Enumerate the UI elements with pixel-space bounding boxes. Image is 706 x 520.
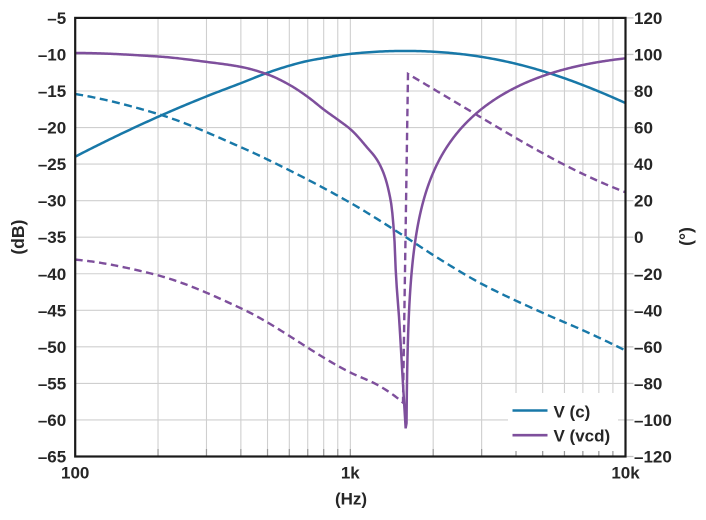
svg-text:–5: –5: [47, 9, 66, 28]
svg-text:–20: –20: [634, 265, 662, 284]
svg-text:20: 20: [634, 192, 653, 211]
svg-text:–50: –50: [38, 338, 66, 357]
svg-text:100: 100: [634, 45, 662, 64]
svg-text:60: 60: [634, 119, 653, 138]
svg-text:–30: –30: [38, 192, 66, 211]
svg-text:–100: –100: [634, 411, 672, 430]
svg-text:0: 0: [634, 228, 643, 247]
svg-text:–40: –40: [634, 301, 662, 320]
svg-text:–35: –35: [38, 228, 66, 247]
svg-text:V (vcd): V (vcd): [554, 427, 611, 446]
svg-text:(dB): (dB): [8, 220, 28, 255]
svg-text:–80: –80: [634, 374, 662, 393]
svg-text:–65: –65: [38, 448, 66, 467]
svg-text:10k: 10k: [611, 464, 640, 483]
svg-text:–45: –45: [38, 301, 66, 320]
svg-text:80: 80: [634, 82, 653, 101]
svg-text:100: 100: [61, 464, 89, 483]
svg-text:120: 120: [634, 9, 662, 28]
svg-text:–10: –10: [38, 45, 66, 64]
svg-text:–20: –20: [38, 119, 66, 138]
svg-text:1k: 1k: [341, 464, 360, 483]
svg-text:(°): (°): [676, 227, 696, 246]
svg-text:–60: –60: [634, 338, 662, 357]
svg-text:–15: –15: [38, 82, 66, 101]
svg-text:–40: –40: [38, 265, 66, 284]
svg-text:V (c): V (c): [554, 403, 591, 422]
svg-text:–120: –120: [634, 448, 672, 467]
svg-text:(Hz): (Hz): [335, 490, 367, 509]
svg-text:40: 40: [634, 155, 653, 174]
svg-text:–25: –25: [38, 155, 66, 174]
svg-text:–60: –60: [38, 411, 66, 430]
svg-text:–55: –55: [38, 374, 66, 393]
